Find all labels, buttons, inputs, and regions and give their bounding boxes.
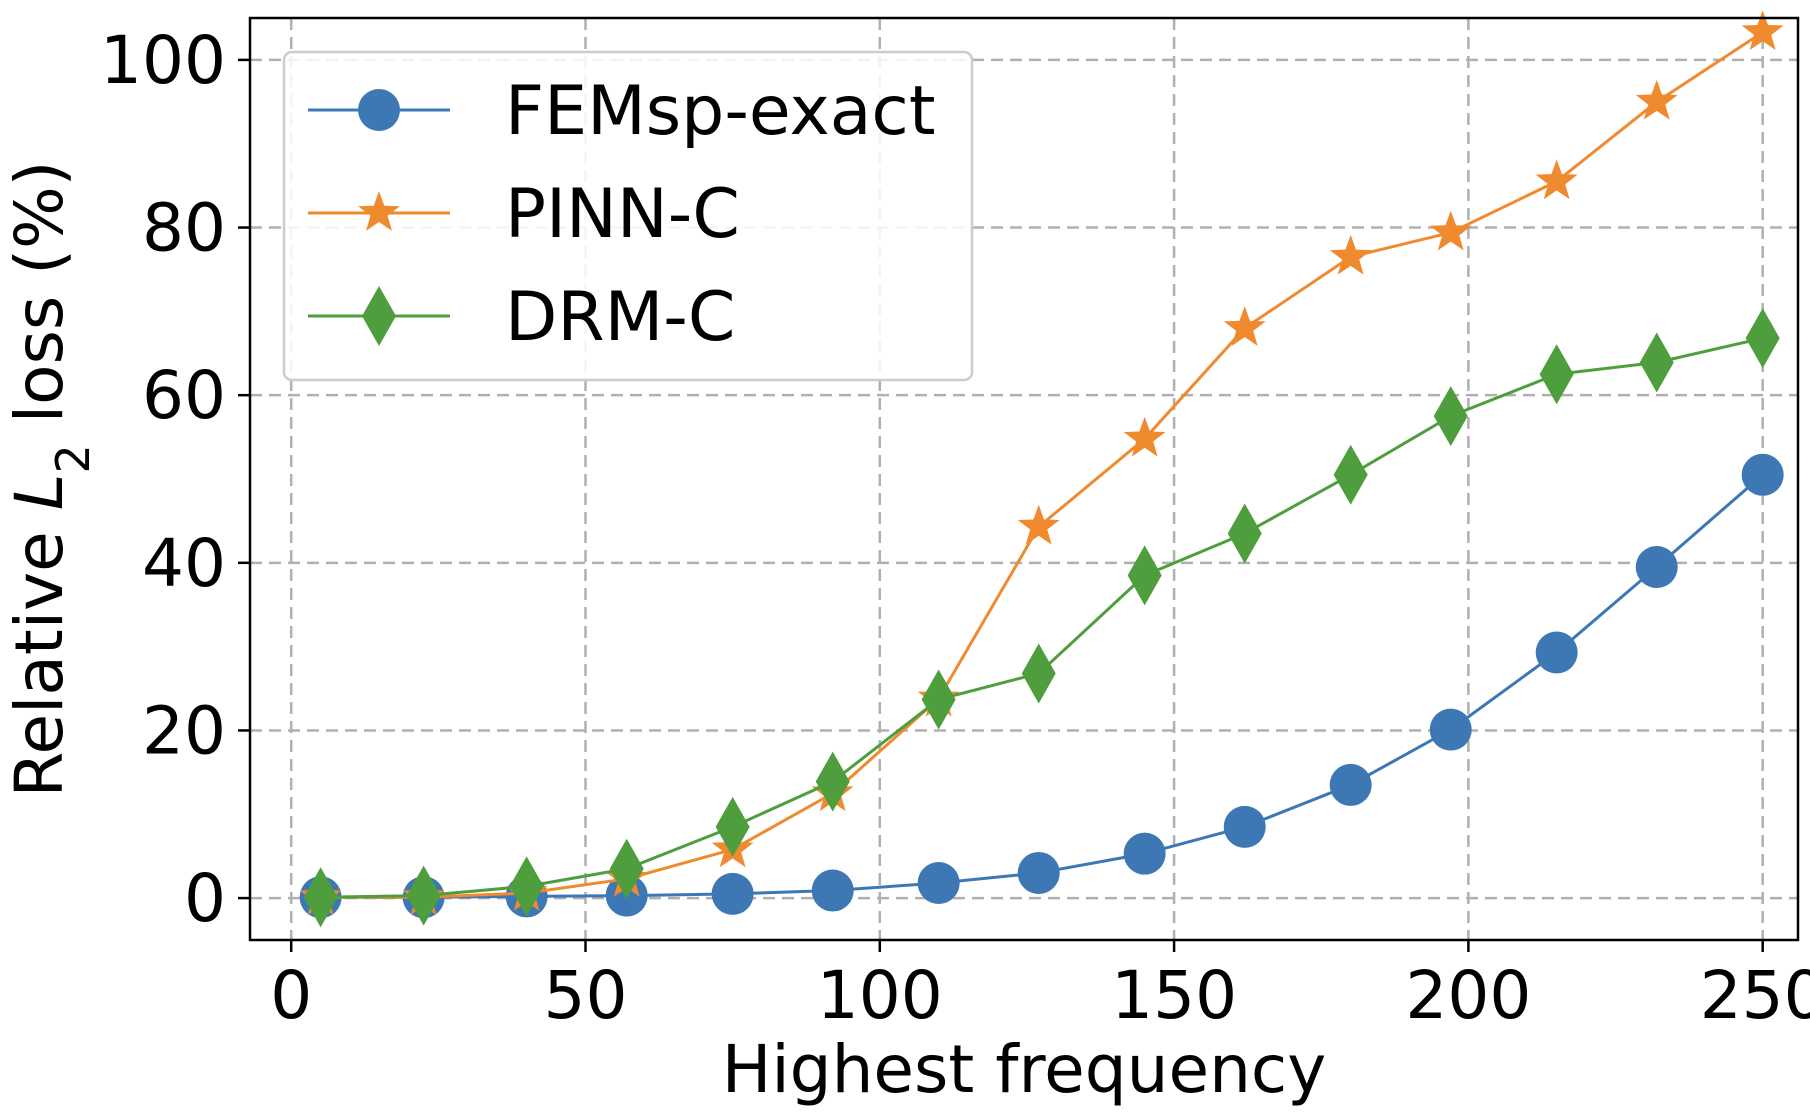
y-axis-label-suffix: loss (%) (1, 161, 78, 445)
x-tick-label-250: 250 (1700, 957, 1810, 1034)
data-point-pinn-c-9 (1223, 306, 1266, 346)
data-point-drm-c-11 (1433, 386, 1468, 447)
y-tick-label-60: 60 (142, 357, 226, 434)
series-layer (299, 10, 1784, 928)
data-point-pinn-c-12 (1535, 159, 1578, 200)
x-tick-label-50: 50 (544, 957, 628, 1034)
data-point-drm-c-9 (1227, 503, 1262, 564)
data-point-femsp-exact-8 (1123, 832, 1166, 875)
data-point-femsp-exact-9 (1223, 805, 1266, 848)
legend-label-pinn-c: PINN-C (505, 175, 740, 254)
legend-box (282, 50, 974, 382)
data-point-drm-c-12 (1539, 344, 1574, 405)
data-point-drm-c-8 (1127, 545, 1162, 606)
legend-entry-pinn-c: PINN-C (308, 175, 740, 254)
y-axis-label-subscript: 2 (46, 444, 100, 473)
legend: FEMsp-exact PINN-C DRM-C (282, 50, 974, 382)
y-tick-label-100: 100 (100, 22, 226, 99)
x-tick-label-200: 200 (1405, 957, 1531, 1034)
x-tick-label-150: 150 (1111, 957, 1237, 1034)
x-tick-label-100: 100 (817, 957, 943, 1034)
data-point-drm-c-13 (1639, 332, 1674, 393)
data-point-femsp-exact-11 (1429, 708, 1472, 751)
data-point-pinn-c-8 (1123, 416, 1166, 457)
data-point-femsp-exact-10 (1329, 763, 1372, 806)
x-axis-label: Highest frequency (722, 1031, 1327, 1108)
data-point-pinn-c-11 (1429, 210, 1472, 251)
y-tick-label-20: 20 (142, 692, 226, 769)
data-point-drm-c-1 (406, 865, 441, 926)
data-point-drm-c-5 (815, 751, 850, 812)
axis-layer: 0 50 100 150 200 250 0 20 40 60 80 100 (100, 22, 1810, 1034)
legend-label-drm-c: DRM-C (505, 278, 735, 357)
y-tick-label-80: 80 (142, 190, 226, 267)
data-point-pinn-c-13 (1635, 79, 1678, 120)
y-tick-label-0: 0 (184, 860, 226, 937)
data-point-femsp-exact-12 (1535, 631, 1578, 674)
data-point-drm-c-3 (609, 838, 644, 899)
legend-marker-drm-c (362, 286, 396, 346)
y-axis-label-prefix: Relative (1, 510, 78, 797)
data-point-femsp-exact-5 (811, 869, 854, 912)
y-tick-label-40: 40 (142, 525, 226, 602)
data-point-femsp-exact-14 (1741, 453, 1784, 496)
data-point-pinn-c-14 (1741, 10, 1784, 51)
x-tick-label-0: 0 (270, 957, 312, 1034)
series-drm-c (303, 308, 1780, 928)
data-point-femsp-exact-4 (711, 872, 754, 915)
plot-frame (248, 16, 1800, 942)
data-point-pinn-c-7 (1017, 504, 1060, 545)
data-point-femsp-exact-7 (1017, 851, 1060, 894)
y-axis-label: Relative L2 loss (%) (1, 161, 100, 798)
legend-marker-femsp-exact (358, 89, 400, 131)
y-axis-label-variable: L (1, 474, 78, 511)
data-point-drm-c-14 (1745, 308, 1780, 369)
data-point-drm-c-0 (303, 867, 338, 928)
data-point-drm-c-2 (509, 856, 544, 917)
data-point-drm-c-7 (1021, 643, 1056, 704)
series-line-drm-c (320, 336, 1764, 899)
data-point-femsp-exact-6 (917, 862, 960, 905)
data-point-pinn-c-10 (1329, 234, 1372, 275)
legend-entry-drm-c: DRM-C (308, 278, 735, 357)
data-point-femsp-exact-13 (1635, 546, 1678, 589)
legend-entry-femsp-exact: FEMsp-exact (308, 72, 935, 151)
legend-label-femsp-exact: FEMsp-exact (505, 72, 935, 151)
data-point-drm-c-10 (1333, 444, 1368, 505)
legend-marker-pinn-c (358, 191, 400, 231)
data-point-drm-c-4 (715, 796, 750, 857)
data-point-drm-c-6 (921, 669, 956, 730)
